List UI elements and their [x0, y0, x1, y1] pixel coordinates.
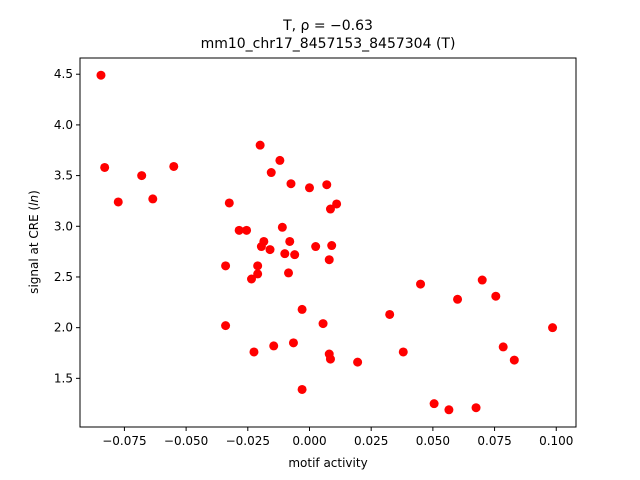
x-tick-label: 0.000 — [292, 434, 326, 448]
data-point — [259, 236, 269, 246]
data-point — [324, 255, 334, 265]
data-point — [322, 180, 332, 190]
data-point — [265, 245, 275, 255]
data-point — [318, 319, 328, 329]
data-point — [253, 269, 263, 279]
data-point — [385, 309, 395, 319]
data-point — [253, 261, 263, 271]
data-point — [249, 347, 259, 357]
y-axis-label-prefix: signal at CRE ( — [27, 206, 41, 294]
data-point — [288, 338, 298, 348]
x-tick-label: −0.075 — [102, 434, 146, 448]
data-point — [453, 294, 463, 304]
data-point — [275, 155, 285, 165]
data-point — [297, 384, 307, 394]
data-point — [242, 225, 252, 235]
data-point — [221, 261, 231, 271]
data-point — [498, 342, 508, 352]
y-tick-label: 3.5 — [54, 169, 73, 183]
data-point — [332, 199, 342, 209]
data-point — [286, 179, 296, 189]
data-point — [325, 204, 335, 214]
data-point — [284, 268, 294, 278]
data-point — [277, 222, 287, 232]
y-axis-label-unit: ln — [27, 195, 41, 206]
data-point — [285, 236, 295, 246]
data-point — [234, 225, 244, 235]
data-point — [444, 405, 454, 415]
y-tick-label: 2.0 — [54, 321, 73, 335]
data-point — [269, 341, 279, 351]
data-point — [290, 250, 300, 260]
x-tick-label: 0.025 — [354, 434, 388, 448]
data-point — [266, 168, 276, 178]
data-point — [113, 197, 123, 207]
x-axis-ticks: −0.075 −0.050 −0.025 0.000 0.025 0.050 0.075 0.… — [102, 427, 573, 448]
x-tick-label: 0.100 — [539, 434, 573, 448]
data-point — [398, 347, 408, 357]
data-point — [471, 403, 481, 413]
data-point — [280, 249, 290, 259]
data-point — [169, 161, 179, 171]
data-point — [304, 183, 314, 193]
y-tick-label: 4.0 — [54, 118, 73, 132]
data-point — [429, 399, 439, 409]
y-axis-label-suffix: ) — [27, 190, 41, 195]
x-tick-label: 0.050 — [416, 434, 450, 448]
y-tick-label: 3.0 — [54, 219, 73, 233]
data-point — [548, 323, 558, 333]
data-point — [509, 355, 519, 365]
y-tick-label: 2.5 — [54, 270, 73, 284]
data-point — [100, 162, 110, 172]
x-tick-label: 0.075 — [477, 434, 511, 448]
data-point — [325, 354, 335, 364]
data-point — [353, 357, 363, 367]
x-tick-label: −0.050 — [164, 434, 208, 448]
plot-frame — [79, 57, 577, 428]
chart-title-line2: mm10_chr17_8457153_8457304 (T) — [201, 36, 456, 52]
points-layer — [96, 70, 558, 415]
x-axis-label: motif activity — [288, 456, 367, 470]
y-axis-ticks: 1.5 2.0 2.5 3.0 3.5 4.0 4.5 — [54, 67, 80, 385]
data-point — [137, 171, 147, 181]
y-tick-label: 1.5 — [54, 371, 73, 385]
data-point — [327, 241, 337, 251]
data-point — [247, 274, 257, 284]
data-point — [148, 194, 158, 204]
data-point — [477, 275, 487, 285]
data-point — [221, 321, 231, 331]
data-point — [297, 304, 307, 314]
data-point — [224, 198, 234, 208]
y-axis-label: signal at CRE (ln) — [27, 190, 41, 294]
chart-title-line1: T, ρ = −0.63 — [282, 18, 373, 34]
data-point — [491, 291, 501, 301]
y-tick-label: 4.5 — [54, 67, 73, 81]
data-point — [255, 140, 265, 150]
data-point — [311, 242, 321, 252]
x-tick-label: −0.025 — [226, 434, 270, 448]
data-point — [416, 279, 426, 289]
data-point — [96, 70, 106, 80]
